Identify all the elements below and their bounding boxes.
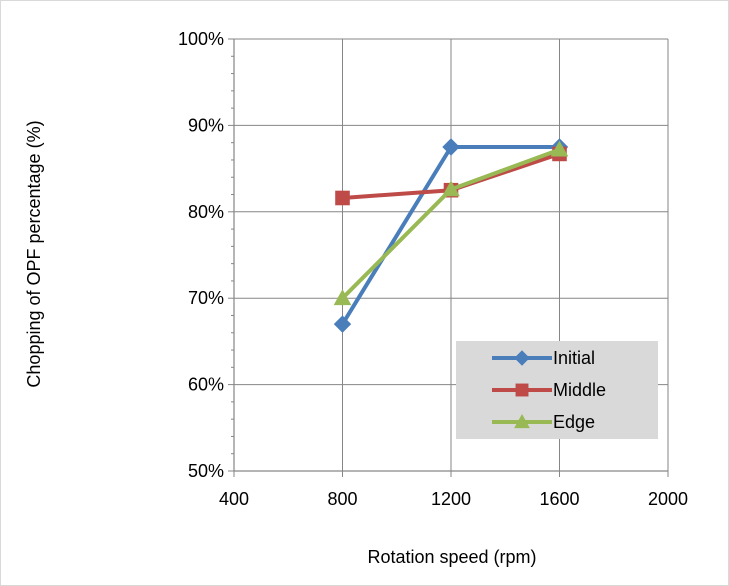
data-point-initial [442, 138, 460, 156]
x-axis-title: Rotation speed (rpm) [367, 547, 536, 567]
legend-box [456, 341, 658, 439]
legend: Initial Middle Edge [456, 341, 658, 439]
y-tick-label: 50% [188, 461, 224, 481]
tick-labels: 50% 60% 70% 80% 90% 100% 400 800 1200 1600 2000 [178, 29, 688, 509]
legend-label-initial: Initial [553, 348, 595, 368]
data-point-edge [333, 289, 352, 306]
data-point-middle [335, 190, 350, 206]
legend-marker-initial [514, 350, 530, 366]
y-axis-title: Chopping of OPF percentage (%) [24, 120, 44, 387]
data-point-edge [550, 140, 569, 157]
series-edge [333, 140, 569, 306]
data-point-initial [333, 315, 352, 333]
gridlines [234, 38, 669, 471]
y-tick-label: 100% [178, 29, 224, 49]
data-point-edge [442, 180, 460, 197]
legend-marker-edge [514, 413, 530, 429]
x-tick-label: 1600 [539, 489, 579, 509]
x-tick-label: 400 [219, 489, 249, 509]
axes [228, 38, 669, 477]
x-tick-label: 1200 [431, 489, 471, 509]
legend-label-edge: Edge [553, 412, 595, 432]
y-tick-label: 80% [188, 202, 224, 222]
legend-label-middle: Middle [553, 380, 606, 400]
series-layer [333, 138, 569, 333]
y-tick-label: 90% [188, 115, 224, 135]
legend-marker-middle [515, 383, 529, 397]
x-tick-label: 2000 [648, 489, 688, 509]
x-tick-label: 800 [327, 489, 357, 509]
y-tick-label: 70% [188, 288, 224, 308]
y-tick-label: 60% [188, 375, 224, 395]
